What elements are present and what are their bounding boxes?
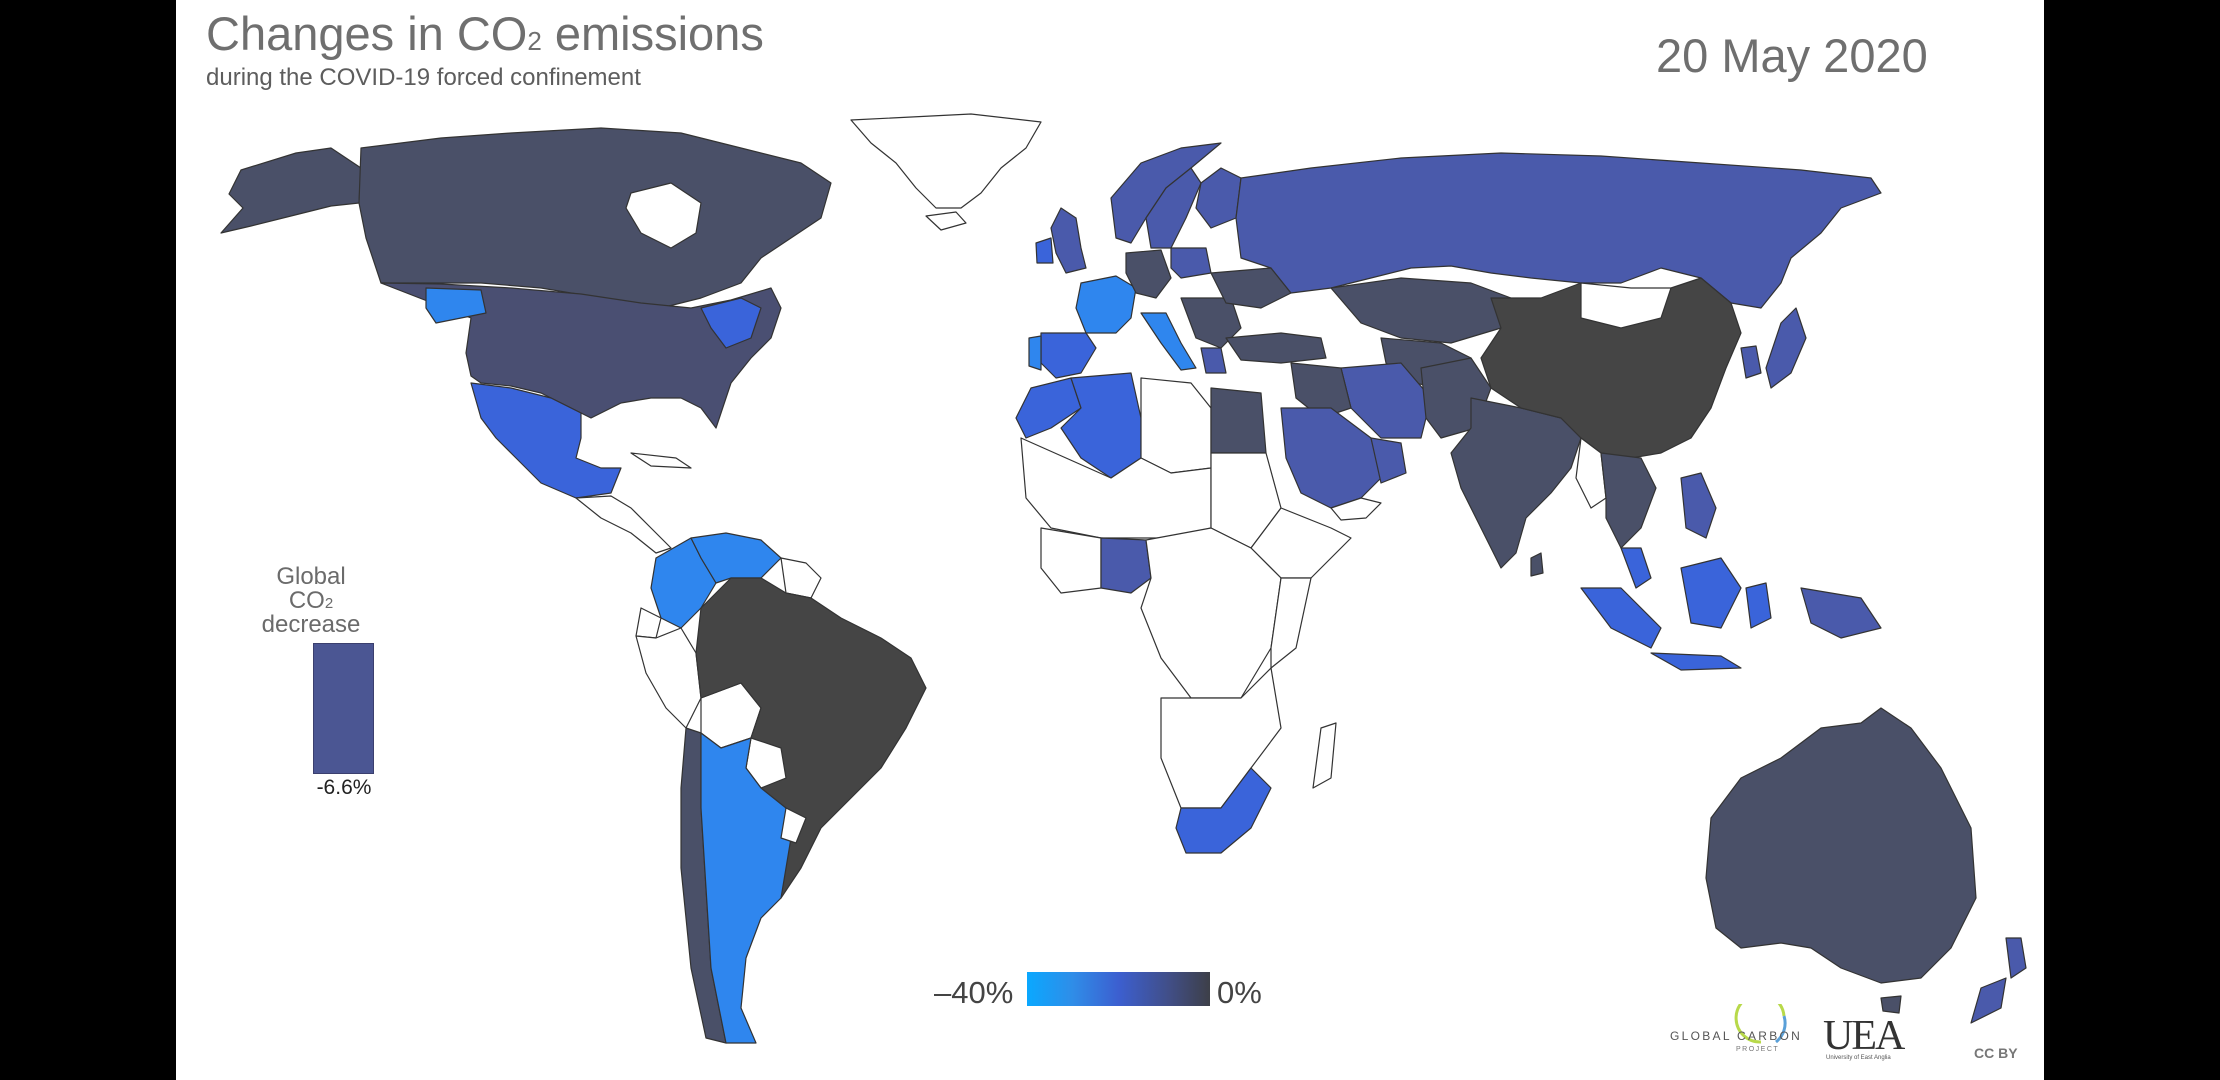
region-portugal — [1028, 335, 1042, 371]
region-guianas — [780, 557, 822, 599]
region-malaysia — [1620, 547, 1652, 589]
region-ukraine — [1210, 267, 1292, 309]
region-new-zealand-south — [1970, 977, 2007, 1024]
region-philippines — [1680, 472, 1717, 539]
region-thailand-vietnam — [1600, 452, 1657, 549]
region-mongolia — [1580, 282, 1672, 329]
region-australia — [1705, 707, 1977, 984]
region-central-america — [575, 495, 672, 554]
region-tasmania — [1880, 995, 1902, 1014]
license-badge: CC BY — [1974, 1045, 2018, 1061]
region-madagascar — [1312, 722, 1337, 789]
date-label: 20 May 2020 — [1656, 29, 1928, 82]
region-us-pacific-northwest — [425, 287, 487, 324]
poster: Changes in CO2 emissions during the COVI… — [176, 0, 2044, 1080]
region-finland — [1195, 167, 1242, 229]
region-java — [1650, 652, 1742, 671]
region-south-africa — [1175, 767, 1272, 854]
global-carbon-project-logo — [1734, 1004, 1787, 1044]
region-united-states — [380, 282, 782, 429]
uea-logo-subtext: University of East Anglia — [1826, 1055, 1891, 1061]
scale-min-label: –40% — [934, 975, 1014, 1010]
region-canada — [358, 127, 832, 309]
region-nigeria — [1100, 537, 1152, 594]
region-argentina — [700, 732, 792, 1044]
region-ecuador — [635, 607, 662, 639]
region-poland — [1170, 247, 1212, 279]
global-decrease-label: Global CO2 decrease — [261, 563, 361, 638]
region-greece — [1200, 347, 1227, 374]
gcp-logo-subtext: PROJECT — [1736, 1046, 1780, 1053]
world-map — [220, 113, 2027, 1044]
region-uruguay — [780, 807, 807, 844]
page-subtitle: during the COVID-19 forced confinement — [206, 64, 641, 91]
region-yemen — [1330, 497, 1382, 521]
region-papua — [1800, 587, 1882, 639]
region-west-africa — [1040, 527, 1102, 594]
region-peru — [635, 627, 702, 729]
region-india — [1450, 397, 1582, 569]
page-title: Changes in CO2 emissions — [206, 7, 764, 60]
region-sweden — [1145, 167, 1202, 249]
region-germany — [1125, 249, 1172, 299]
region-france — [1075, 275, 1137, 334]
region-turkey — [1225, 332, 1327, 364]
region-mexico — [470, 382, 622, 499]
gcp-logo-text: GLOBAL CARBON — [1670, 1029, 1803, 1043]
region-japan — [1765, 307, 1807, 389]
region-kazakhstan — [1330, 277, 1512, 344]
water-hudson-bay — [625, 182, 702, 249]
region-egypt — [1210, 387, 1267, 454]
region-east-africa — [1270, 577, 1312, 669]
scale-max-label: 0% — [1217, 975, 1262, 1010]
region-libya — [1140, 377, 1212, 474]
uea-logo: UEA — [1823, 1013, 1905, 1059]
region-italy — [1140, 312, 1197, 371]
region-iceland — [925, 211, 967, 231]
color-scale-bar — [1027, 972, 1210, 1006]
region-spain — [1040, 332, 1097, 379]
region-borneo — [1680, 557, 1742, 629]
region-us-northeast — [700, 297, 762, 349]
region-sulawesi — [1745, 582, 1772, 629]
global-decrease-value: -6.6% — [316, 776, 372, 799]
region-sri-lanka — [1530, 552, 1544, 577]
global-decrease-bar — [313, 643, 374, 774]
region-cuba — [630, 452, 692, 469]
region-ireland — [1035, 237, 1054, 264]
region-new-zealand-north — [2005, 937, 2027, 979]
region-united-kingdom — [1050, 207, 1087, 274]
region-korea — [1740, 345, 1762, 379]
region-sumatra — [1580, 587, 1662, 649]
region-greenland — [850, 113, 1042, 209]
region-alaska — [220, 147, 362, 234]
region-oman-uae — [1370, 437, 1407, 484]
region-myanmar — [1575, 437, 1607, 509]
region-russia — [1235, 152, 1882, 309]
